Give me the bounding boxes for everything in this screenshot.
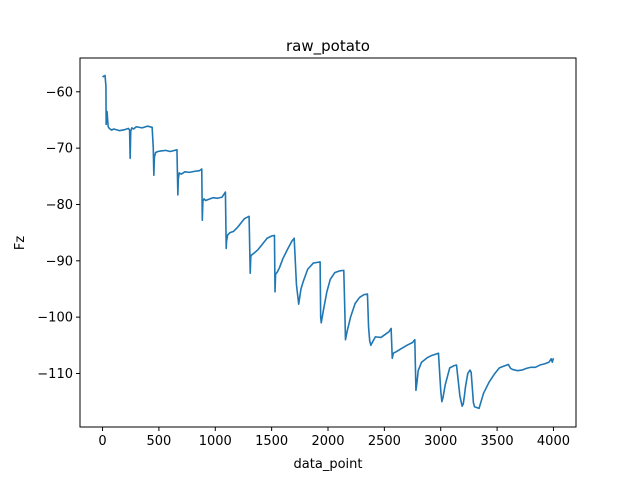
x-tick-label: 4000 xyxy=(537,434,570,449)
x-tick-label: 500 xyxy=(146,434,171,449)
y-tick-label: −100 xyxy=(37,311,73,326)
x-tick-label: 1000 xyxy=(199,434,232,449)
y-tick-label: −70 xyxy=(46,142,73,157)
x-tick-label: 2500 xyxy=(368,434,401,449)
y-tick-label: −80 xyxy=(46,198,73,213)
x-tick-label: 3000 xyxy=(424,434,457,449)
y-axis-label: Fz xyxy=(13,236,28,250)
x-tick-label: 0 xyxy=(98,434,106,449)
y-axis: −60 −70 −80 −90 −100 −110 xyxy=(37,85,80,382)
x-tick-label: 1500 xyxy=(255,434,288,449)
y-tick-label: −110 xyxy=(37,367,73,382)
y-tick-label: −90 xyxy=(46,254,73,269)
plot-area xyxy=(101,74,555,410)
chart-title: raw_potato xyxy=(286,37,370,56)
x-tick-label: 3500 xyxy=(481,434,514,449)
x-tick-label: 2000 xyxy=(311,434,344,449)
x-axis-label: data_point xyxy=(294,457,363,472)
y-tick-label: −60 xyxy=(46,85,73,100)
axes-frame xyxy=(79,57,577,428)
series-line xyxy=(101,74,555,410)
x-axis: 0 500 1000 1500 2000 2500 3000 3500 4000 xyxy=(98,427,570,449)
